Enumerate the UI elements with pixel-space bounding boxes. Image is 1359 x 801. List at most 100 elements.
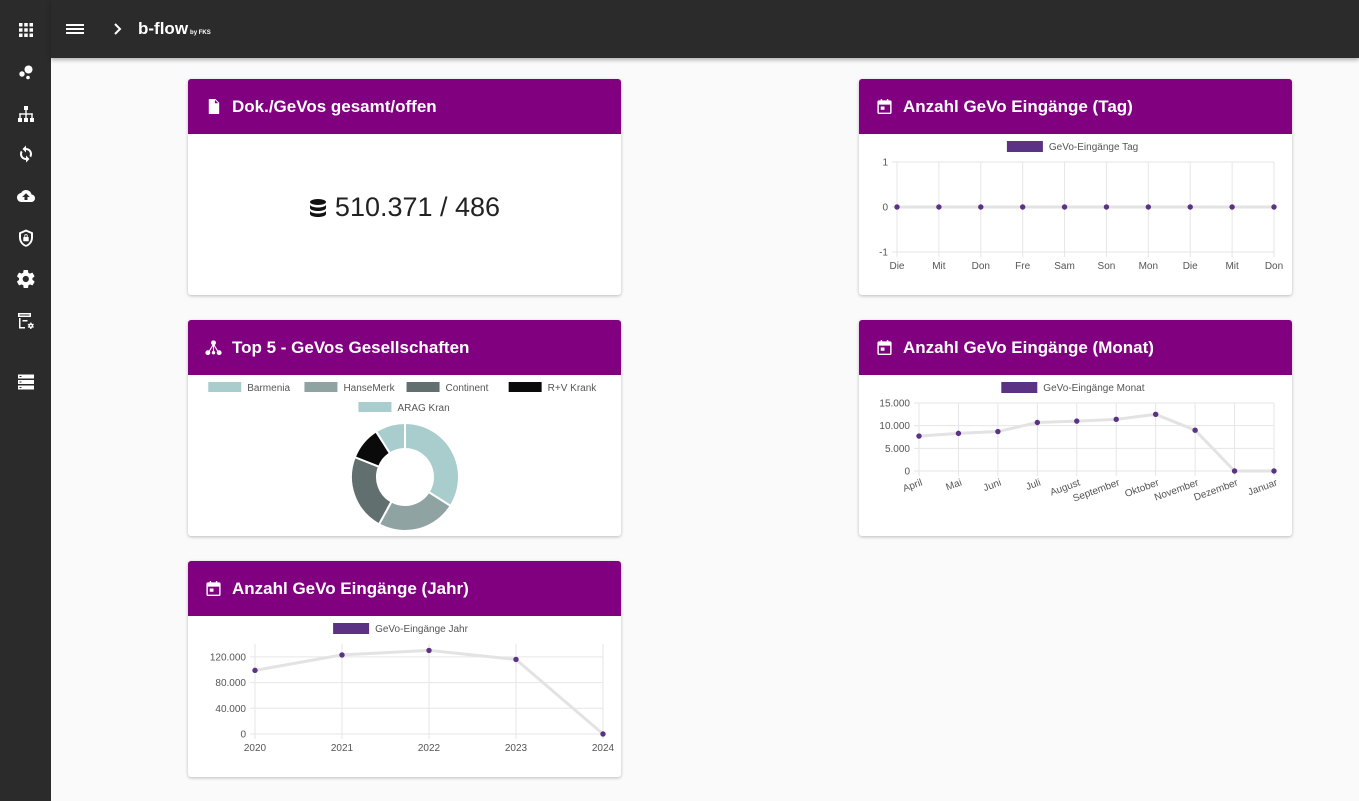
card-top5-title: Top 5 - GeVos Gesellschaften <box>232 337 470 357</box>
data-point <box>1074 418 1080 424</box>
x-tick-label: Dezember <box>1192 477 1240 503</box>
data-point <box>1061 204 1068 210</box>
top5-donut-chart: Barmenia HanseMerk Continent R+V Krank ARAG … <box>208 382 598 532</box>
chevron-right-icon[interactable] <box>111 21 125 37</box>
legend-label: HanseMerk <box>343 383 395 394</box>
card-top5: Top 5 - GeVos Gesellschaften Barmenia Han… <box>188 320 621 536</box>
card-day: Anzahl GeVo Eingänge (Tag) GeVo-Eingänge… <box>859 79 1292 295</box>
data-point <box>1034 419 1041 426</box>
legend-swatch <box>508 382 542 392</box>
x-tick-label: Son <box>1098 261 1116 272</box>
card-total-title: Dok./GeVos gesamt/offen <box>232 96 437 116</box>
data-point <box>916 433 922 439</box>
x-tick-label: April <box>901 477 924 494</box>
x-tick-label: Fre <box>1015 261 1030 272</box>
archive-settings-icon[interactable] <box>16 311 36 331</box>
data-point <box>339 652 345 658</box>
y-tick-label: 120.000 <box>210 652 247 663</box>
x-tick-label: Mai <box>945 477 964 493</box>
gear-icon[interactable] <box>16 269 36 289</box>
data-point <box>1019 204 1026 210</box>
x-tick-label: Don <box>1265 261 1283 272</box>
card-day-body: GeVo-Eingänge Tag 1 0 -1 Die Mit Don Fre Sam Son M… <box>859 134 1292 295</box>
apps-grid-icon[interactable] <box>16 20 36 40</box>
legend-label: GeVo-Eingänge Tag <box>1049 142 1138 153</box>
data-point <box>1152 411 1159 418</box>
y-tick-label: 1 <box>882 158 888 169</box>
bubble-chart-icon[interactable] <box>16 62 36 82</box>
y-tick-label: 15.000 <box>879 399 910 410</box>
app-title-text: b-flow <box>138 19 189 38</box>
legend-swatch <box>358 402 392 412</box>
card-year-title: Anzahl GeVo Eingänge (Jahr) <box>232 578 469 598</box>
data-point <box>1103 204 1110 210</box>
data-point <box>252 667 258 674</box>
card-year: Anzahl GeVo Eingänge (Jahr) GeVo-Eingäng… <box>188 561 621 777</box>
y-tick-label: 0 <box>904 467 910 478</box>
sitemap-icon[interactable] <box>16 104 36 124</box>
total-value-display: 510.371 / 486 <box>188 192 621 223</box>
legend-swatch <box>304 382 338 392</box>
calendar-icon <box>204 580 222 598</box>
data-point <box>955 430 962 437</box>
data-point <box>1271 468 1277 474</box>
x-tick-label: Mon <box>1139 261 1158 272</box>
sidebar <box>0 0 51 801</box>
year-line-chart: GeVo-Eingänge Jahr 120.000 80.000 40.000 0 20… <box>210 623 615 754</box>
card-month: Anzahl GeVo Eingänge (Monat) GeVo-Eingän… <box>859 320 1292 536</box>
donut-slice <box>350 455 393 526</box>
storage-list-icon[interactable] <box>16 372 36 392</box>
data-point <box>936 204 942 210</box>
hierarchy-icon <box>204 339 222 357</box>
legend-label: R+V Krank <box>548 383 598 394</box>
x-tick-label: 2024 <box>592 743 615 754</box>
month-line-chart: GeVo-Eingänge Monat 15.000 10.000 5.000 0Apr… <box>879 382 1280 505</box>
card-year-body: GeVo-Eingänge Jahr 120.000 80.000 40.000 0 20… <box>188 616 621 777</box>
sync-icon[interactable] <box>16 144 36 164</box>
legend-swatch <box>406 382 440 392</box>
card-total-body: 510.371 / 486 <box>188 134 621 295</box>
card-top5-body: Barmenia HanseMerk Continent R+V Krank ARAG … <box>188 375 621 536</box>
y-tick-label: 80.000 <box>215 678 246 689</box>
donut-slice <box>404 421 460 508</box>
y-tick-label: -1 <box>879 248 888 259</box>
series-line <box>918 412 1274 473</box>
x-tick-label: 2021 <box>331 743 354 754</box>
data-point <box>995 428 1001 435</box>
data-point <box>1192 427 1198 433</box>
data-point <box>1113 416 1119 423</box>
database-icon <box>309 199 326 217</box>
card-day-header: Anzahl GeVo Eingänge (Tag) <box>859 79 1292 134</box>
data-point <box>426 647 432 654</box>
card-month-body: GeVo-Eingänge Monat 15.000 10.000 5.000 0 Apr… <box>859 375 1292 536</box>
x-tick-label: Juli <box>1024 477 1042 492</box>
calendar-icon <box>875 339 893 357</box>
legend-swatch <box>333 623 370 634</box>
data-point <box>1187 204 1193 210</box>
x-tick-label: November <box>1153 477 1201 503</box>
card-total-header: Dok./GeVos gesamt/offen <box>188 79 621 134</box>
calendar-icon <box>875 98 893 116</box>
cloud-upload-icon[interactable] <box>16 186 36 206</box>
x-tick-label: Don <box>972 261 990 272</box>
y-tick-label: 40.000 <box>215 704 246 715</box>
app-title-suffix: by FKS <box>190 30 211 36</box>
donut-slice <box>374 421 406 455</box>
legend-swatch <box>208 382 242 392</box>
legend-label: GeVo-Eingänge Jahr <box>375 624 469 635</box>
x-tick-label: Mit <box>932 261 946 272</box>
data-point <box>978 204 984 210</box>
card-month-header: Anzahl GeVo Eingänge (Monat) <box>859 320 1292 375</box>
y-tick-label: 5.000 <box>885 444 910 455</box>
card-month-title: Anzahl GeVo Eingänge (Monat) <box>903 337 1154 357</box>
shield-lock-icon[interactable] <box>16 228 36 248</box>
legend-label: Barmenia <box>247 383 290 394</box>
total-value: 510.371 / 486 <box>334 192 501 222</box>
menu-icon[interactable] <box>65 20 85 38</box>
x-tick-label: Mit <box>1225 261 1239 272</box>
app-title[interactable]: b-flow by FKS <box>138 19 211 39</box>
legend-label: GeVo-Eingänge Monat <box>1043 383 1144 394</box>
card-day-title: Anzahl GeVo Eingänge (Tag) <box>903 96 1133 116</box>
data-point <box>600 731 606 737</box>
